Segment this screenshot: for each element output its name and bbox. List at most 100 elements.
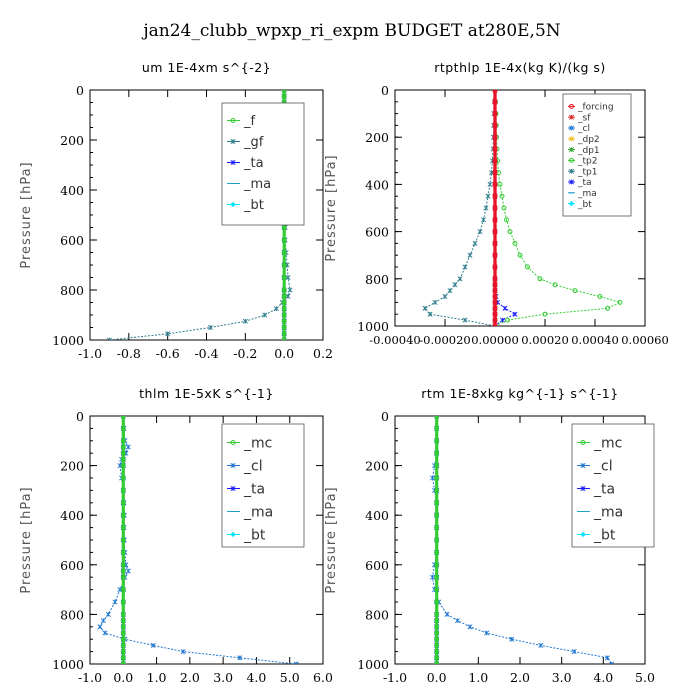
x-tick-label: 5.0 — [635, 670, 655, 685]
series-point-mc — [120, 562, 126, 568]
x-tick-label: 3.0 — [552, 670, 572, 685]
series-point-tp2 — [605, 305, 610, 311]
x-tick-label: 0.00060 — [621, 333, 669, 347]
series-group — [429, 416, 615, 664]
series-point-forcing — [492, 323, 498, 326]
series-point-forcing — [492, 264, 498, 270]
series-point-ta — [502, 305, 508, 311]
series-point-mc — [120, 642, 126, 648]
series-point-tp2 — [537, 276, 543, 282]
series-point-ta — [512, 311, 518, 317]
legend-swatch-marker — [568, 179, 575, 185]
series-point-tp2 — [552, 282, 558, 288]
legend-entry: _bt — [593, 527, 616, 543]
legend-entry: _mc — [593, 435, 622, 451]
series-point-forcing — [492, 276, 498, 282]
series-point-gf — [285, 293, 291, 299]
series-point-mc — [120, 661, 126, 664]
legend-entry: _ma — [243, 177, 271, 192]
legend-entry: _forcing — [577, 103, 614, 113]
series-point-tp1 — [427, 311, 433, 317]
legend-swatch-marker — [569, 103, 574, 109]
y-tick-label: 400 — [60, 508, 84, 523]
series-point-mc — [120, 487, 126, 493]
series-point-mc — [434, 438, 440, 444]
legend-entry: _dp1 — [577, 146, 600, 156]
legend-entry: _cl — [577, 124, 590, 134]
series-point-mc — [434, 450, 440, 456]
legend-entry: _ma — [243, 504, 273, 520]
series-point-mc — [434, 618, 440, 624]
legend-swatch-marker — [580, 531, 586, 538]
series-point-forcing — [492, 282, 498, 288]
series-point-tp1 — [487, 181, 493, 187]
series-point-mc — [434, 487, 440, 493]
series-point-mc — [120, 444, 126, 450]
series-point-forcing — [492, 193, 498, 199]
y-tick-label: 200 — [60, 133, 84, 148]
series-point-tp1 — [483, 205, 489, 211]
series-point-cl — [125, 444, 131, 450]
legend-box — [571, 423, 655, 548]
series-point-tp2 — [617, 299, 623, 305]
y-tick-label: 800 — [60, 283, 84, 298]
legend-swatch-marker — [580, 440, 586, 445]
series-point-forcing — [492, 90, 498, 93]
series-point-mc — [120, 525, 126, 531]
series-point-forcing — [492, 317, 498, 323]
series-point-mc — [434, 512, 440, 518]
series-point-tp1 — [485, 193, 491, 199]
legend-swatch-marker — [230, 138, 236, 145]
series-point-mc — [120, 568, 126, 574]
y-axis-label: Pressure [hPa] — [324, 154, 339, 261]
x-tick-label: -0.8 — [117, 346, 141, 361]
panel-1: um 1E-4xm s^{-2} Pressure [hPa] 0 200 400 600… — [19, 60, 333, 361]
y-tick-label: 400 — [365, 508, 389, 523]
series-point-f — [281, 275, 287, 280]
y-tick-label: 600 — [60, 233, 84, 248]
x-tick-label: 1.0 — [468, 670, 488, 685]
legend-swatch-marker — [230, 440, 236, 445]
panel-title: rtpthlp 1E-4x(kg K)/(kg s) — [434, 60, 606, 75]
legend-box — [221, 423, 305, 548]
legend: _forcing_sf_cl_dp2_dp1_tp2_tp1_ta_ma_bt — [562, 93, 632, 217]
series-point-mc — [120, 624, 126, 630]
series-group — [422, 90, 623, 326]
series-point-cl — [112, 599, 118, 605]
legend-entry: _mc — [243, 435, 272, 451]
series-point-forcing — [492, 134, 498, 140]
series-point-tp2 — [517, 252, 523, 258]
series-point-tp1 — [422, 305, 428, 311]
series-point-cl — [100, 618, 106, 624]
series-point-tp1 — [480, 217, 487, 223]
x-tick-label: -0.00020 — [419, 333, 470, 347]
x-tick-label: -1.0 — [78, 346, 102, 361]
series-point-cl — [237, 655, 243, 661]
series-point-mc — [434, 500, 440, 506]
series-point-tp2 — [501, 205, 507, 211]
x-tick-label: 1.0 — [147, 670, 167, 685]
series-point-mc — [434, 574, 440, 580]
series-group — [97, 416, 299, 664]
series-point-f — [281, 93, 287, 99]
legend-swatch-marker — [580, 485, 586, 492]
legend: _mc _cl _ta _ma _bt — [221, 423, 305, 548]
series-point-mc — [434, 630, 440, 636]
series-point-tp2 — [597, 294, 603, 299]
legend-swatch-marker — [230, 485, 236, 492]
series-point-cl — [97, 624, 103, 630]
series-point-mc — [120, 636, 126, 642]
x-tick-label: -0.6 — [156, 346, 180, 361]
series-point-mc — [120, 655, 126, 661]
y-tick-label: 0 — [76, 83, 84, 98]
series-point-forcing — [492, 99, 498, 105]
legend-swatch-marker — [568, 125, 575, 131]
figure-title: jan24_clubb_wpxp_ri_expm BUDGET at280E,5… — [141, 21, 560, 41]
series-point-tp1 — [467, 252, 473, 258]
x-tick-label: 6.0 — [313, 670, 333, 685]
series-point-forcing — [492, 311, 498, 317]
series-line-tp1 — [424, 90, 496, 326]
x-tick-label: 0.0 — [274, 346, 294, 361]
x-tick-label: 2.0 — [180, 670, 200, 685]
series-point-forcing — [492, 217, 498, 223]
